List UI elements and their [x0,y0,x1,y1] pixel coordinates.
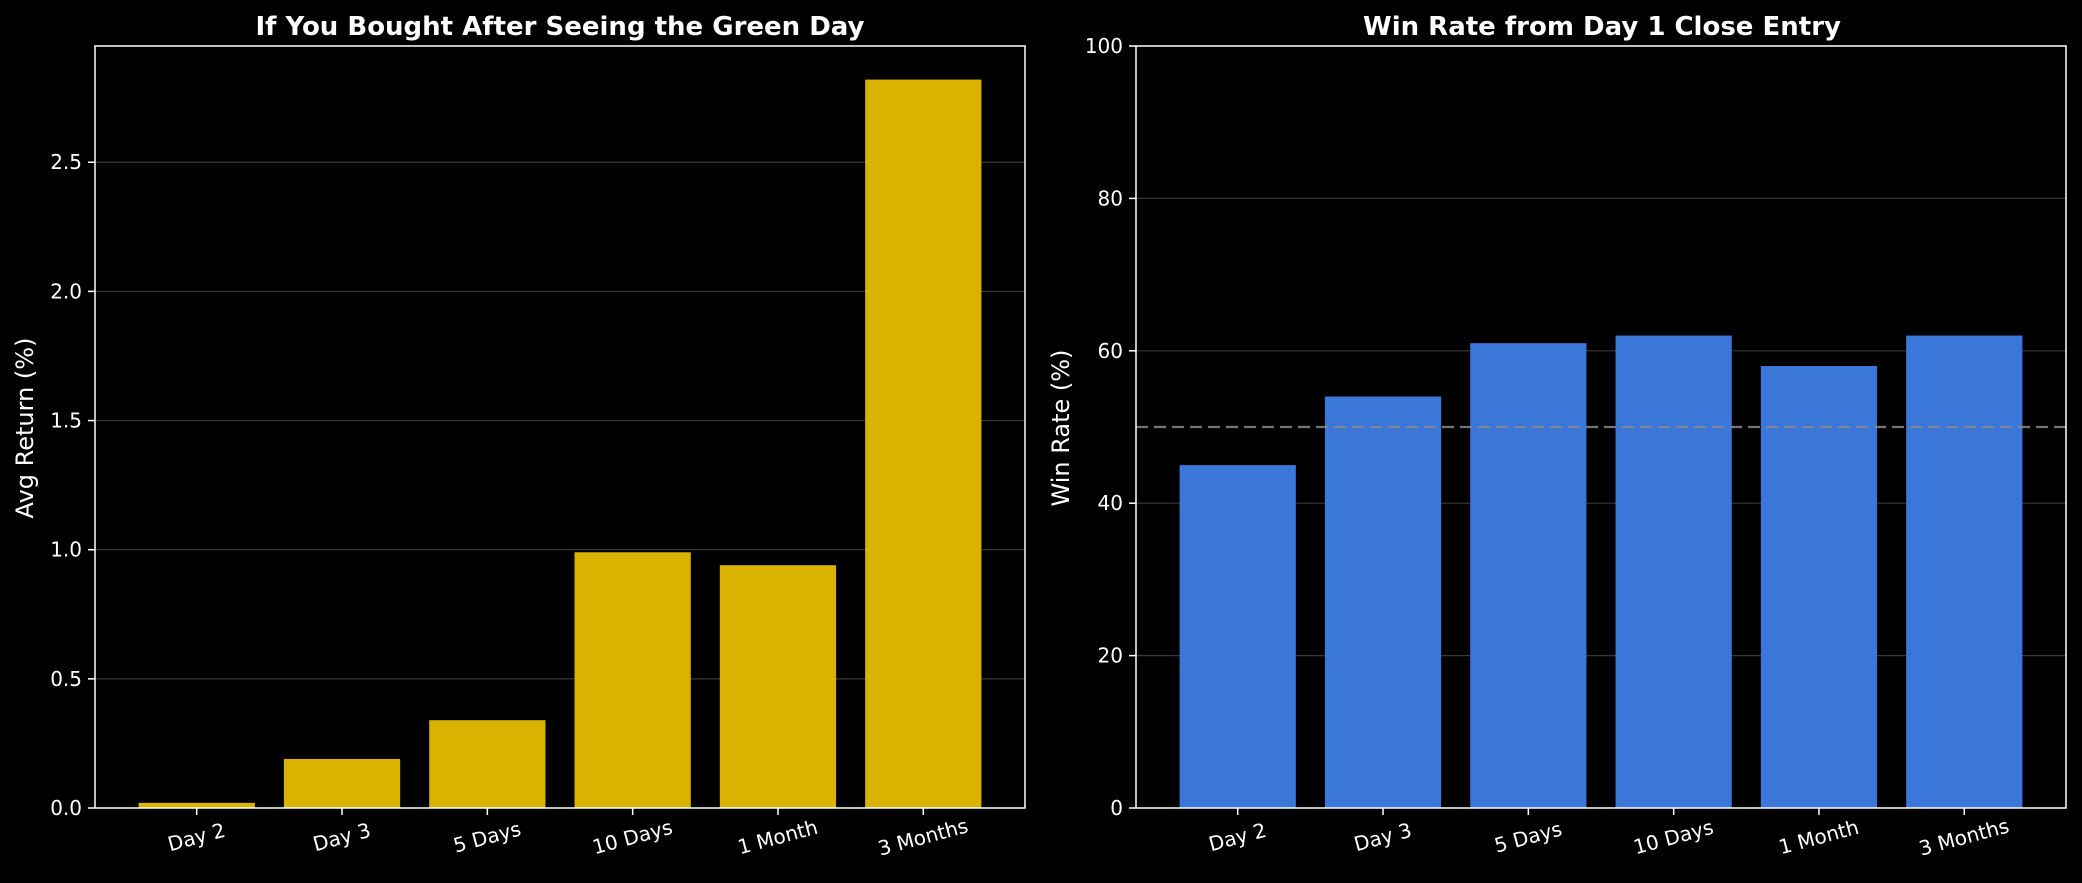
avg-return-bar-day-3 [283,758,401,808]
avg-return-y-tick-label: 0.5 [50,667,82,691]
win-rate-y-tick-label: 20 [1098,644,1123,668]
win-rate-bar-3-months [1906,335,2023,808]
avg-return-y-ticks: 0.0 0.5 1.0 1.5 2.0 2.5 [50,150,95,820]
win-rate-y-tick-label: 80 [1098,186,1123,210]
win-rate-bars [1179,335,2023,808]
avg-return-bars [138,79,982,809]
avg-return-y-tick-label: 1.5 [50,409,82,433]
avg-return-bar-day-2 [138,802,255,808]
avg-return-y-tick-label: 1.0 [50,538,82,562]
win-rate-chart-title: Win Rate from Day 1 Close Entry [1363,12,1841,42]
win-rate-bar-day-2 [1179,465,1296,808]
avg-return-y-tick-label: 2.0 [50,279,82,303]
win-rate-y-ticks: 0 20 40 60 80 100 [1085,34,1136,820]
win-rate-y-tick-label: 100 [1085,34,1123,58]
win-rate-y-axis-label: Win Rate (%) [1047,350,1075,507]
avg-return-bar-10-days [574,552,691,808]
avg-return-y-tick-label: 2.5 [50,150,82,174]
win-rate-bar-day-3 [1324,396,1442,808]
avg-return-y-axis-label: Avg Return (%) [11,338,39,519]
avg-return-chart-title: If You Bought After Seeing the Green Day [255,12,864,42]
win-rate-bar-5-days [1470,343,1587,808]
win-rate-bar-10-days [1615,335,1732,808]
avg-return-bar-5-days [429,720,546,808]
win-rate-plot-frame [1135,45,2067,809]
win-rate-y-tick-label: 40 [1098,491,1123,515]
avg-return-plot-frame [94,45,1026,809]
win-rate-y-tick-label: 0 [1110,796,1123,820]
win-rate-y-tick-label: 60 [1098,339,1123,363]
win-rate-bar-1-month [1760,366,1878,808]
avg-return-bar-3-months [865,79,982,809]
avg-return-y-tick-label: 0.0 [50,796,82,820]
avg-return-bar-1-month [719,565,837,808]
